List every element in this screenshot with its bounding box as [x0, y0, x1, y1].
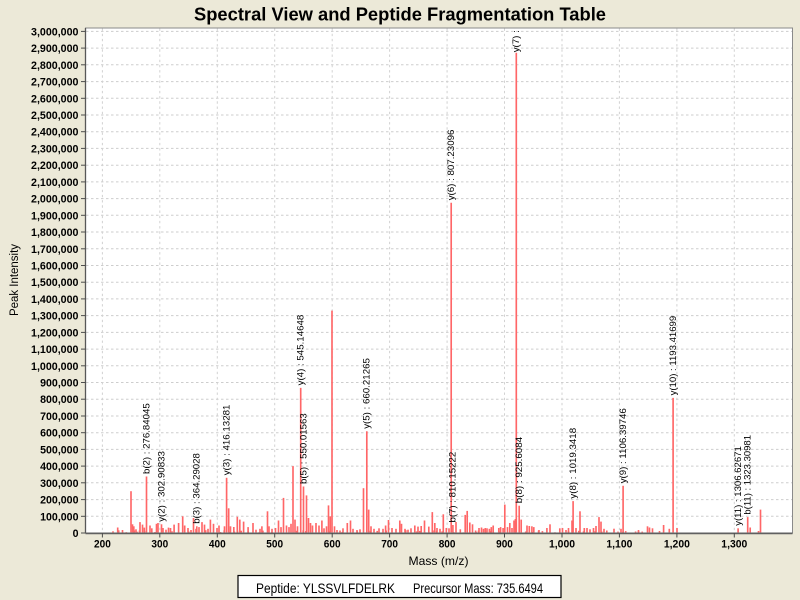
- svg-text:1,300,000: 1,300,000: [31, 311, 79, 323]
- svg-text:Precursor Mass: 735.6494: Precursor Mass: 735.6494: [413, 580, 543, 596]
- svg-text:300,000: 300,000: [40, 478, 78, 490]
- svg-text:y(2) : 302.90833: y(2) : 302.90833: [156, 451, 167, 522]
- svg-text:300: 300: [151, 539, 168, 551]
- svg-text:y(4) : 545.14648: y(4) : 545.14648: [296, 315, 307, 386]
- svg-text:1,000: 1,000: [549, 539, 575, 551]
- svg-text:1,200: 1,200: [664, 539, 690, 551]
- svg-text:500,000: 500,000: [40, 444, 78, 456]
- svg-text:y(6) : 807.23096: y(6) : 807.23096: [446, 130, 457, 201]
- svg-text:100,000: 100,000: [40, 511, 78, 523]
- svg-text:y(10) : 1193.41699: y(10) : 1193.41699: [668, 316, 679, 396]
- svg-text:y(9) : 1106.39746: y(9) : 1106.39746: [618, 408, 629, 483]
- svg-text:200: 200: [94, 539, 111, 551]
- svg-text:b(8) : 925.6084: b(8) : 925.6084: [514, 437, 525, 503]
- svg-text:200,000: 200,000: [40, 495, 78, 507]
- svg-text:2,900,000: 2,900,000: [31, 43, 79, 55]
- svg-text:2,300,000: 2,300,000: [31, 143, 79, 155]
- svg-text:1,100,000: 1,100,000: [31, 344, 79, 356]
- svg-text:b(11) : 1323.30981: b(11) : 1323.30981: [743, 435, 754, 515]
- svg-text:3,000,000: 3,000,000: [31, 26, 79, 38]
- svg-text:b(3) : 364.29028: b(3) : 364.29028: [192, 453, 203, 524]
- svg-text:Mass (m/z): Mass (m/z): [409, 554, 469, 568]
- svg-text:400: 400: [209, 539, 226, 551]
- svg-text:2,400,000: 2,400,000: [31, 127, 79, 139]
- svg-text:500: 500: [266, 539, 283, 551]
- svg-text:Peptide: YLSSVLFDELRK: Peptide: YLSSVLFDELRK: [256, 580, 396, 596]
- svg-text:y(7) : 920.46753: y(7) : 920.46753: [511, 0, 522, 52]
- svg-text:900,000: 900,000: [40, 378, 78, 390]
- svg-text:2,000,000: 2,000,000: [31, 194, 79, 206]
- svg-text:1,400,000: 1,400,000: [31, 294, 79, 306]
- svg-text:1,600,000: 1,600,000: [31, 261, 79, 273]
- svg-text:y(3) : 416.13281: y(3) : 416.13281: [221, 405, 232, 476]
- svg-text:2,100,000: 2,100,000: [31, 177, 79, 189]
- svg-text:600,000: 600,000: [40, 428, 78, 440]
- svg-text:b(7) : 810.15222: b(7) : 810.15222: [448, 452, 459, 523]
- svg-text:400,000: 400,000: [40, 461, 78, 473]
- svg-text:2,800,000: 2,800,000: [31, 60, 79, 72]
- svg-text:1,000,000: 1,000,000: [31, 361, 79, 373]
- svg-text:Peak Intensity: Peak Intensity: [9, 244, 21, 316]
- svg-text:y(11) : 1306.62671: y(11) : 1306.62671: [733, 446, 744, 526]
- svg-text:1,700,000: 1,700,000: [31, 244, 79, 256]
- svg-text:1,100: 1,100: [606, 539, 632, 551]
- svg-text:800: 800: [439, 539, 456, 551]
- svg-text:600: 600: [324, 539, 341, 551]
- svg-text:y(8) : 1019.3418: y(8) : 1019.3418: [568, 428, 579, 499]
- svg-text:b(5) : 550.01563: b(5) : 550.01563: [298, 413, 309, 484]
- svg-text:2,600,000: 2,600,000: [31, 93, 79, 105]
- svg-text:y(5) : 660.21265: y(5) : 660.21265: [362, 358, 373, 429]
- svg-text:700: 700: [381, 539, 398, 551]
- svg-text:2,500,000: 2,500,000: [31, 110, 79, 122]
- svg-text:b(2) : 276.84045: b(2) : 276.84045: [141, 403, 152, 474]
- svg-text:1,500,000: 1,500,000: [31, 277, 79, 289]
- svg-text:1,900,000: 1,900,000: [31, 210, 79, 222]
- svg-text:2,200,000: 2,200,000: [31, 160, 79, 172]
- svg-text:800,000: 800,000: [40, 394, 78, 406]
- svg-text:Spectral View and Peptide Frag: Spectral View and Peptide Fragmentation …: [194, 5, 606, 25]
- svg-text:900: 900: [496, 539, 513, 551]
- svg-text:1,800,000: 1,800,000: [31, 227, 79, 239]
- svg-text:1,200,000: 1,200,000: [31, 327, 79, 339]
- svg-text:1,300: 1,300: [721, 539, 747, 551]
- svg-text:0: 0: [73, 528, 79, 540]
- svg-text:2,700,000: 2,700,000: [31, 77, 79, 89]
- svg-text:700,000: 700,000: [40, 411, 78, 423]
